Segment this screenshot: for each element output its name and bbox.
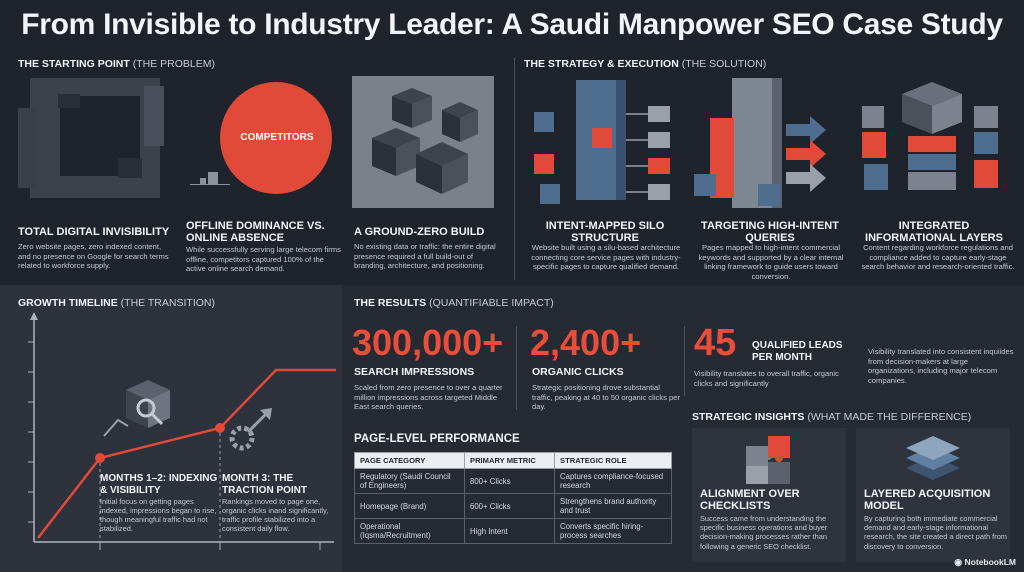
table-row: Homepage (Brand) 600+ Clicks Strengthens…: [354, 493, 672, 519]
silo-title: INTENT-MAPPED SILO STRUCTURE: [545, 220, 665, 244]
queries-body: Pages mapped to high-intent commercial k…: [698, 243, 844, 281]
brand-logo: ◉ NotebookLM: [954, 557, 1016, 567]
table-cell: Strengthens brand authority and trust: [554, 493, 672, 519]
invisibility-body: Zero website pages, zero indexed content…: [18, 242, 169, 271]
ground-zero-title: A GROUND-ZERO BUILD: [354, 226, 485, 238]
table-cell: Operational (Iqsma/Recruitment): [354, 518, 465, 544]
column-header: STRATEGIC ROLE: [554, 452, 672, 469]
table-row: Regulatory (Saudi Council of Engineers) …: [354, 468, 672, 494]
notebook-icon: ◉: [954, 557, 963, 567]
starting-point-header: THE STARTING POINT (THE PROBLEM): [18, 58, 215, 70]
milestone-1-marker: [95, 453, 105, 463]
layered-title: LAYERED ACQUISITION MODEL: [864, 488, 991, 512]
milestone-2-body: Rankings moved to page one, organic clic…: [222, 497, 329, 533]
layers-body: Content regarding workforce regulations …: [861, 243, 1015, 272]
silo-structure-icon: [534, 80, 670, 204]
growth-timeline-panel: [0, 285, 342, 572]
insights-header: STRATEGIC INSIGHTS (WHAT MADE THE DIFFER…: [692, 411, 972, 423]
queries-title: TARGETING HIGH-INTENT QUERIES: [701, 220, 839, 244]
offline-title: OFFLINE DOMINANCE VS. ONLINE ABSENCE: [186, 220, 325, 244]
indexing-magnifier-icon: [103, 380, 170, 437]
table-cell: 600+ Clicks: [464, 493, 555, 519]
traction-gear-icon: [229, 408, 272, 451]
table-row: Operational (Iqsma/Recruitment) High Int…: [354, 518, 672, 544]
table-cell: High Intent: [464, 518, 555, 544]
alignment-body: Success came from understanding the spec…: [700, 514, 828, 551]
informational-layers-icon: [862, 82, 998, 190]
competitors-icon: [190, 82, 332, 194]
impressions-value: 300,000+: [352, 322, 504, 363]
ground-zero-body: No existing data or traffic: the entire …: [354, 242, 496, 271]
column-header: PRIMARY METRIC: [464, 452, 555, 469]
leads-detail: Visibility translated into consistent in…: [868, 347, 1014, 385]
ground-zero-cubes-icon: [352, 76, 494, 208]
milestone-1-title: MONTHS 1–2: INDEXING & VISIBILITY: [100, 473, 218, 496]
leads-body: Visibility translates to overall traffic…: [694, 369, 839, 388]
milestone-1-body: Initial focus on getting pages indexed, …: [100, 497, 217, 533]
invisible-frame-icon: [18, 78, 164, 198]
clicks-body: Strategic positioning drove substantial …: [532, 383, 681, 412]
offline-body: While successfully serving large telecom…: [186, 245, 341, 274]
page-performance-table: PAGE CATEGORY PRIMARY METRIC STRATEGIC R…: [354, 452, 672, 544]
impressions-body: Scaled from zero presence to over a quar…: [354, 383, 503, 412]
table-cell: Homepage (Brand): [354, 493, 465, 519]
section-divider: [514, 58, 515, 280]
layers-title: INTEGRATED INFORMATIONAL LAYERS: [865, 220, 1003, 244]
growth-header: GROWTH TIMELINE (THE TRANSITION): [18, 297, 215, 309]
puzzle-icon: [746, 436, 790, 484]
layers-stack-icon: [906, 436, 960, 480]
growth-line-chart: [28, 312, 336, 550]
alignment-title: ALIGNMENT OVER CHECKLISTS: [700, 488, 800, 512]
milestone-2-title: MONTH 3: THE TRACTION POINT: [222, 473, 307, 496]
leads-value: 45: [694, 322, 737, 364]
top-band: [0, 55, 1024, 283]
high-intent-queries-icon: [694, 78, 826, 208]
page-title: From Invisible to Industry Leader: A Sau…: [21, 8, 1003, 41]
table-cell: 800+ Clicks: [464, 468, 555, 494]
competitors-badge: COMPETITORS: [240, 132, 314, 143]
table-cell: Captures compliance-focused research: [554, 468, 672, 494]
milestone-2-marker: [215, 423, 225, 433]
silo-body: Website built using a silu-based archite…: [531, 243, 681, 272]
invisibility-title: TOTAL DIGITAL INVISIBILITY: [18, 226, 170, 238]
table-header-row: PAGE CATEGORY PRIMARY METRIC STRATEGIC R…: [354, 452, 672, 469]
leads-label: QUALIFIED LEADS PER MONTH: [752, 340, 843, 363]
strategy-header: THE STRATEGY & EXECUTION (THE SOLUTION): [524, 58, 767, 70]
table-cell: Regulatory (Saudi Council of Engineers): [354, 468, 465, 494]
clicks-value: 2,400+: [530, 322, 642, 363]
layered-body: By capturing both immediate commercial d…: [864, 514, 1007, 551]
impressions-label: SEARCH IMPRESSIONS: [354, 366, 475, 378]
table-cell: Converts specific hiring-process searche…: [554, 518, 672, 544]
column-header: PAGE CATEGORY: [354, 452, 465, 469]
clicks-label: ORGANIC CLICKS: [532, 366, 624, 378]
results-header: THE RESULTS (QUANTIFIABLE IMPACT): [354, 297, 554, 309]
page-level-header: PAGE-LEVEL PERFORMANCE: [354, 433, 520, 445]
